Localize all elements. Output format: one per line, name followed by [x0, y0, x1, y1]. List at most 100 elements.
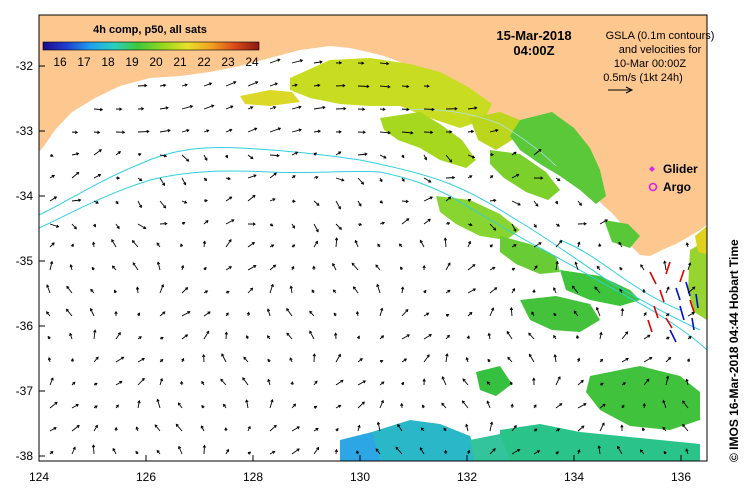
colorbar-tick: 23: [221, 55, 235, 69]
velocity-arrow: [423, 218, 431, 225]
velocity-arrow: [511, 223, 517, 232]
velocity-arrowhead: [163, 154, 168, 158]
velocity-arrowhead: [334, 332, 338, 336]
velocity-arrow: [137, 85, 147, 87]
velocity-arrowhead: [154, 424, 158, 428]
velocity-arrowhead: [119, 381, 123, 384]
velocity-arrowhead: [401, 178, 405, 182]
velocity-arrowhead: [509, 307, 514, 311]
velocity-arrowhead: [516, 173, 520, 177]
velocity-arrowhead: [403, 358, 408, 362]
velocity-arrow: [71, 153, 79, 156]
velocity-arrowhead: [380, 399, 384, 404]
velocity-arrow: [203, 104, 214, 110]
velocity-arrow: [617, 446, 623, 455]
velocity-arrow: [357, 153, 367, 156]
velocity-arrowhead: [178, 445, 182, 450]
velocity-arrow: [665, 357, 671, 363]
velocity-arrowhead: [510, 403, 514, 407]
velocity-arrowhead: [205, 290, 209, 294]
velocity-arrowhead: [466, 335, 470, 339]
velocity-arrow: [401, 334, 410, 340]
velocity-arrow: [247, 81, 258, 87]
velocity-arrowhead: [224, 331, 229, 335]
velocity-arrowhead: [233, 81, 237, 85]
velocity-arrow: [594, 286, 601, 294]
velocity-arrow: [313, 200, 320, 206]
velocity-arrowhead: [380, 360, 384, 363]
velocity-arrow: [355, 240, 359, 248]
velocity-arrow: [575, 262, 579, 271]
velocity-arrow: [506, 331, 513, 340]
velocity-arrowhead: [666, 286, 670, 290]
velocity-arrowhead: [204, 199, 208, 203]
velocity-arrowhead: [536, 450, 541, 454]
velocity-arrowhead: [272, 264, 277, 268]
velocity-arrowhead: [376, 283, 380, 288]
velocity-arrow: [335, 177, 344, 181]
velocity-arrowhead: [662, 426, 666, 430]
velocity-arrowhead: [356, 335, 360, 339]
velocity-arrow: [225, 239, 232, 248]
velocity-arrow: [596, 307, 601, 317]
velocity-arrowhead: [211, 104, 215, 108]
velocity-arrow: [621, 308, 624, 317]
velocity-arrow: [203, 331, 210, 340]
velocity-arrowhead: [181, 357, 185, 362]
velocity-arrow: [665, 286, 670, 294]
velocity-arrowhead: [621, 404, 625, 408]
velocity-arrowhead: [206, 330, 210, 334]
velocity-arrow: [467, 241, 471, 248]
velocity-arrowhead: [641, 427, 646, 431]
velocity-arrow: [686, 379, 689, 386]
velocity-arrowhead: [94, 382, 98, 386]
velocity-arrowhead: [685, 242, 690, 246]
velocity-arrowhead: [314, 380, 318, 384]
velocity-arrowhead: [137, 399, 141, 404]
velocity-arrowhead: [401, 154, 405, 159]
velocity-arrowhead: [66, 285, 70, 289]
y-tick: -32: [16, 59, 45, 73]
velocity-arrowhead: [122, 130, 126, 134]
velocity-arrow: [225, 266, 232, 271]
velocity-arrow: [203, 154, 208, 161]
velocity-arrowhead: [666, 336, 670, 340]
velocity-arrowhead: [395, 446, 399, 450]
velocity-arrow: [553, 287, 557, 294]
velocity-arrowhead: [444, 449, 448, 453]
velocity-arrowhead: [272, 198, 276, 202]
velocity-arrow: [159, 284, 164, 294]
velocity-arrowhead: [381, 381, 385, 385]
velocity-arrowhead: [114, 426, 118, 431]
velocity-arrowhead: [513, 151, 517, 155]
velocity-arrow: [93, 425, 98, 432]
velocity-arrowhead: [76, 171, 80, 175]
velocity-arrow: [291, 106, 301, 110]
velocity-arrowhead: [72, 381, 76, 385]
colorbar-tick: 19: [125, 55, 139, 69]
velocity-arrow: [49, 261, 53, 271]
velocity-arrowhead: [227, 176, 231, 181]
velocity-arrowhead: [474, 106, 478, 110]
velocity-arrowhead: [94, 405, 98, 409]
velocity-arrowhead: [598, 243, 602, 247]
velocity-arrow: [137, 378, 145, 386]
velocity-arrow: [269, 198, 276, 202]
velocity-arrowhead: [580, 379, 584, 384]
velocity-arrowhead: [69, 264, 73, 268]
velocity-arrow: [137, 200, 142, 208]
y-tick: -36: [16, 319, 45, 333]
velocity-arrow: [159, 378, 163, 386]
velocity-arrowhead: [599, 358, 604, 363]
colorbar-tick: 22: [197, 55, 211, 69]
velocity-arrowhead: [338, 151, 342, 155]
velocity-arrowhead: [617, 445, 621, 449]
velocity-arrowhead: [685, 448, 689, 452]
velocity-arrowhead: [534, 265, 538, 269]
velocity-arrow: [220, 378, 227, 386]
velocity-arrowhead: [577, 241, 581, 245]
velocity-arrowhead: [599, 331, 603, 336]
velocity-arrowhead: [296, 426, 300, 430]
velocity-arrow: [137, 400, 140, 409]
